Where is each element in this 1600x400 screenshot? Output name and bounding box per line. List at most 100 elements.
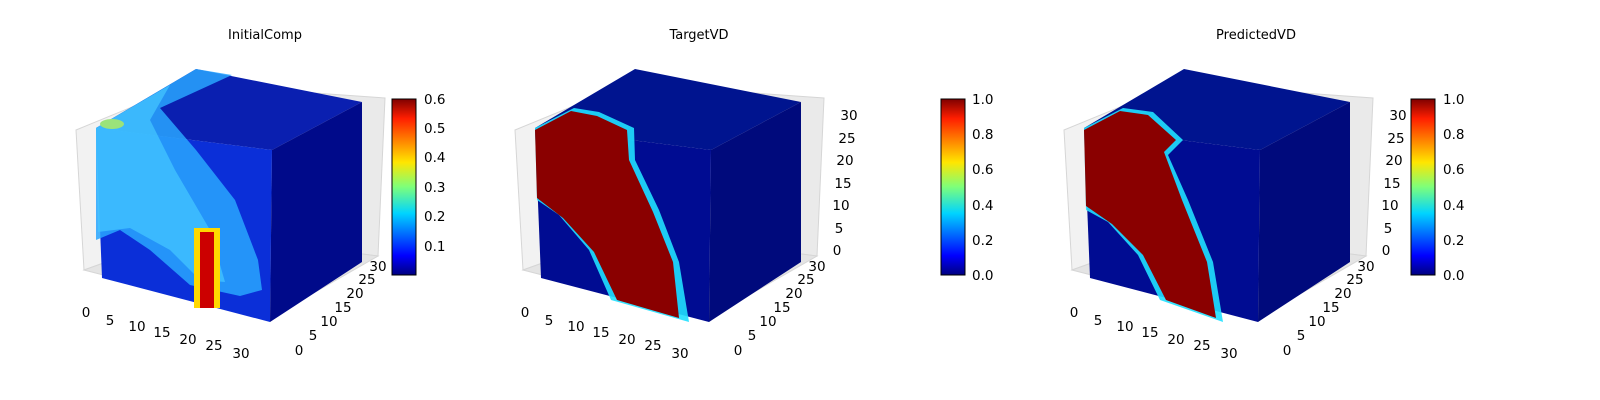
tick-label: 0.0: [1443, 268, 1464, 284]
y-axis-ticks: 0 5 10 15 20 25 30: [1283, 259, 1375, 359]
field-red-band: [535, 111, 679, 318]
tick-label: 0: [1382, 243, 1391, 259]
panel-predictedvd: PredictedVD 0 5 10 15 20 25 30 0 5 10 15: [1063, 28, 1464, 362]
colorbar: 0.0 0.2 0.4 0.6 0.8 1.0: [1410, 92, 1464, 284]
tick-label: 25: [1193, 338, 1210, 354]
field-cyan-region: [96, 85, 225, 282]
tick-label: 30: [232, 346, 249, 362]
tick-label: 25: [1346, 272, 1363, 288]
tick-label: 0.6: [1443, 162, 1464, 178]
tick-label: 10: [1381, 198, 1398, 214]
tick-label: 0: [295, 343, 304, 359]
tick-label: 10: [1116, 319, 1133, 335]
tick-label: 0.6: [424, 92, 445, 108]
tick-label: 15: [334, 300, 351, 316]
tick-label: 5: [309, 328, 318, 344]
tick-label: 5: [545, 313, 554, 329]
tick-label: 20: [1385, 153, 1402, 169]
z-axis-ticks: 0 5 10 15 20 25 30: [1381, 108, 1406, 259]
colorbar-gradient: [1410, 98, 1436, 276]
tick-label: 0.4: [1443, 198, 1464, 214]
tick-label: 0: [1070, 305, 1079, 321]
tick-label: 10: [1308, 314, 1325, 330]
x-axis-ticks: 0 5 10 15 20 25 30: [82, 305, 250, 362]
tick-label: 25: [1387, 131, 1404, 147]
tick-label: 5: [1297, 328, 1306, 344]
tick-label: 10: [128, 319, 145, 335]
tick-label: 15: [153, 325, 170, 341]
field-corner-hotspot: [100, 119, 124, 129]
tick-label: 0: [1283, 343, 1292, 359]
voxel-cube: [535, 69, 801, 322]
tick-label: 10: [567, 319, 584, 335]
tick-label: 15: [592, 325, 609, 341]
tick-label: 0.2: [972, 233, 993, 249]
tick-label: 25: [838, 131, 855, 147]
y-axis-ticks: 0 5 10 15 20 25 30: [295, 259, 387, 359]
z-axis-ticks: 0 5 10 15 20 25 30: [832, 108, 857, 259]
tick-label: 30: [671, 346, 688, 362]
tick-label: 10: [832, 198, 849, 214]
tick-label: 15: [773, 300, 790, 316]
cube-side-face: [1258, 102, 1350, 322]
colorbar-gradient: [940, 98, 966, 276]
tick-label: 0.4: [972, 198, 993, 214]
x-axis-ticks: 0 5 10 15 20 25 30: [521, 305, 689, 362]
tick-label: 0.2: [424, 209, 445, 225]
colorbar: 0.0 0.2 0.4 0.6 0.8 1.0: [940, 92, 993, 284]
field-column-inner: [200, 232, 214, 308]
panel-title: InitialComp: [228, 28, 302, 43]
tick-label: 25: [358, 272, 375, 288]
tick-label: 0: [82, 305, 91, 321]
x-axis-ticks: 0 5 10 15 20 25 30: [1070, 305, 1238, 362]
cube-side-face: [709, 102, 801, 322]
tick-label: 0.1: [424, 239, 445, 255]
tick-label: 0.4: [424, 150, 445, 166]
tick-label: 20: [346, 286, 363, 302]
tick-label: 30: [1389, 108, 1406, 124]
colorbar: 0.1 0.2 0.3 0.4 0.5 0.6: [391, 92, 445, 276]
tick-label: 5: [1384, 221, 1393, 237]
tick-label: 5: [835, 221, 844, 237]
tick-label: 0: [521, 305, 530, 321]
tick-label: 5: [106, 313, 115, 329]
tick-label: 0.5: [424, 121, 445, 137]
panel-title: TargetVD: [668, 28, 728, 43]
tick-label: 0.3: [424, 180, 445, 196]
tick-label: 0.6: [972, 162, 993, 178]
tick-label: 30: [1357, 259, 1374, 275]
tick-label: 0.2: [1443, 233, 1464, 249]
panel-title: PredictedVD: [1216, 28, 1296, 43]
tick-label: 25: [797, 272, 814, 288]
tick-label: 0.0: [972, 268, 993, 284]
tick-label: 10: [759, 314, 776, 330]
tick-label: 15: [1141, 325, 1158, 341]
tick-label: 20: [836, 153, 853, 169]
tick-label: 30: [808, 259, 825, 275]
tick-label: 30: [840, 108, 857, 124]
tick-label: 0: [734, 343, 743, 359]
voxel-cube: [96, 69, 362, 322]
tick-label: 5: [1094, 313, 1103, 329]
tick-label: 20: [179, 332, 196, 348]
y-axis-ticks: 0 5 10 15 20 25 30: [734, 259, 826, 359]
tick-label: 15: [1383, 176, 1400, 192]
tick-label: 1.0: [1443, 92, 1464, 108]
tick-label: 30: [369, 259, 386, 275]
tick-label: 15: [1322, 300, 1339, 316]
tick-label: 5: [748, 328, 757, 344]
tick-label: 0.8: [972, 127, 993, 143]
panel-initialcomp: InitialComp 0 5 10 15 20 25 30 0 5: [75, 28, 445, 362]
colorbar-gradient: [391, 98, 417, 276]
tick-label: 0.8: [1443, 127, 1464, 143]
tick-label: 1.0: [972, 92, 993, 108]
tick-label: 30: [1220, 346, 1237, 362]
tick-label: 20: [618, 332, 635, 348]
tick-label: 20: [1167, 332, 1184, 348]
tick-label: 20: [785, 286, 802, 302]
tick-label: 0: [833, 243, 842, 259]
tick-label: 20: [1334, 286, 1351, 302]
tick-label: 10: [320, 314, 337, 330]
field-red-band: [1084, 111, 1216, 318]
